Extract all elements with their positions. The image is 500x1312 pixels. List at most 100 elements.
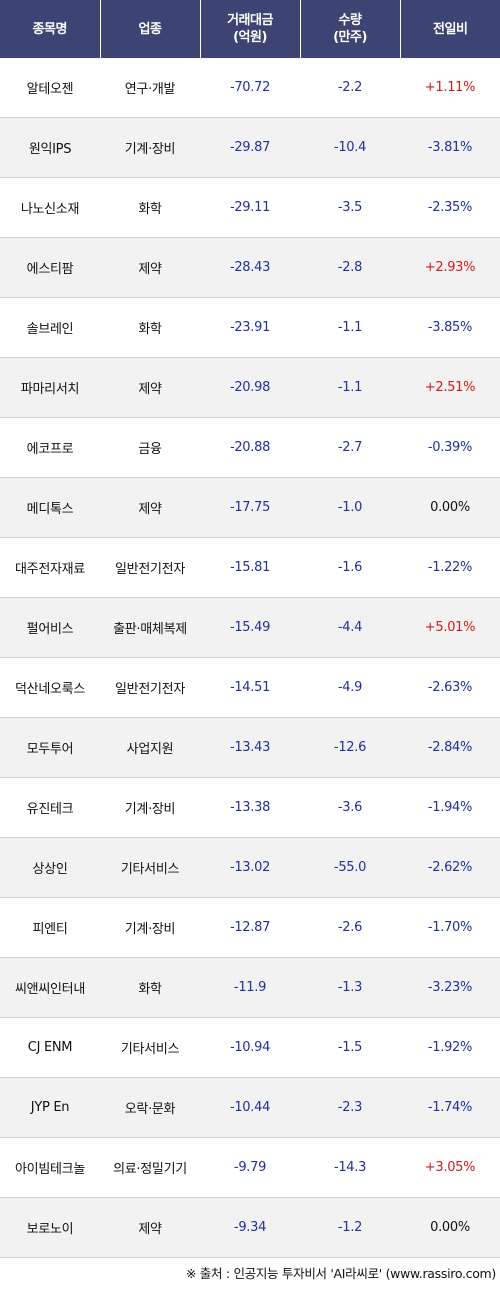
amount-cell: -13.38: [200, 777, 300, 838]
header-name: 종목명: [0, 0, 100, 58]
quantity-cell: -1.5: [300, 1017, 400, 1078]
sector-cell: 사업지원: [100, 717, 200, 778]
amount-cell: -10.44: [200, 1077, 300, 1138]
table-row: 피엔티 기계·장비 -12.87 -2.6 -1.70%: [0, 897, 500, 958]
amount-cell: -9.34: [200, 1197, 300, 1258]
change-rate-cell: -1.22%: [400, 537, 500, 598]
stock-name-cell: 원익IPS: [0, 117, 100, 178]
stock-name-cell: CJ ENM: [0, 1017, 100, 1078]
table-row: 나노신소재 화학 -29.11 -3.5 -2.35%: [0, 177, 500, 238]
amount-cell: -28.43: [200, 237, 300, 298]
stock-name-cell: 씨앤씨인터내: [0, 957, 100, 1018]
quantity-cell: -2.8: [300, 237, 400, 298]
table-row: 에코프로 금융 -20.88 -2.7 -0.39%: [0, 417, 500, 478]
sector-cell: 기계·장비: [100, 777, 200, 838]
quantity-cell: -1.3: [300, 957, 400, 1018]
table-row: 대주전자재료 일반전기전자 -15.81 -1.6 -1.22%: [0, 537, 500, 598]
table-row: 유진테크 기계·장비 -13.38 -3.6 -1.94%: [0, 777, 500, 838]
stock-name-cell: JYP En: [0, 1077, 100, 1138]
table-row: 상상인 기타서비스 -13.02 -55.0 -2.62%: [0, 837, 500, 898]
change-rate-cell: +1.11%: [400, 58, 500, 118]
sector-cell: 오락·문화: [100, 1077, 200, 1138]
quantity-cell: -2.7: [300, 417, 400, 478]
table-row: 씨앤씨인터내 화학 -11.9 -1.3 -3.23%: [0, 957, 500, 1018]
stock-name-cell: 대주전자재료: [0, 537, 100, 598]
stock-name-cell: 상상인: [0, 837, 100, 898]
quantity-cell: -3.6: [300, 777, 400, 838]
quantity-cell: -55.0: [300, 837, 400, 898]
amount-cell: -14.51: [200, 657, 300, 718]
stock-name-cell: 에코프로: [0, 417, 100, 478]
amount-cell: -17.75: [200, 477, 300, 538]
stock-name-cell: 보로노이: [0, 1197, 100, 1258]
sector-cell: 연구·개발: [100, 58, 200, 118]
amount-cell: -13.02: [200, 837, 300, 898]
quantity-cell: -1.1: [300, 297, 400, 358]
sector-cell: 기계·장비: [100, 117, 200, 178]
amount-cell: -10.94: [200, 1017, 300, 1078]
quantity-cell: -2.3: [300, 1077, 400, 1138]
quantity-cell: -2.6: [300, 897, 400, 958]
table-row: 펄어비스 출판·매체복제 -15.49 -4.4 +5.01%: [0, 597, 500, 658]
quantity-cell: -14.3: [300, 1137, 400, 1198]
change-rate-cell: 0.00%: [400, 1197, 500, 1258]
amount-cell: -20.88: [200, 417, 300, 478]
table-row: 메디톡스 제약 -17.75 -1.0 0.00%: [0, 477, 500, 538]
stock-name-cell: 나노신소재: [0, 177, 100, 238]
header-quantity: 수량 (만주): [299, 0, 400, 58]
table-row: 원익IPS 기계·장비 -29.87 -10.4 -3.81%: [0, 117, 500, 178]
stock-name-cell: 솔브레인: [0, 297, 100, 358]
table-row: 보로노이 제약 -9.34 -1.2 0.00%: [0, 1197, 500, 1258]
quantity-cell: -1.6: [300, 537, 400, 598]
amount-cell: -29.11: [200, 177, 300, 238]
quantity-cell: -10.4: [300, 117, 400, 178]
table-row: 파마리서치 제약 -20.98 -1.1 +2.51%: [0, 357, 500, 418]
source-footer: ※ 출처 : 인공지능 투자비서 'AI라씨로' (www.rassiro.co…: [185, 1266, 496, 1281]
quantity-cell: -12.6: [300, 717, 400, 778]
sector-cell: 기타서비스: [100, 837, 200, 898]
sector-cell: 의료·정밀기기: [100, 1137, 200, 1198]
sector-cell: 일반전기전자: [100, 657, 200, 718]
sector-cell: 출판·매체복제: [100, 597, 200, 658]
change-rate-cell: -2.84%: [400, 717, 500, 778]
change-rate-cell: +2.51%: [400, 357, 500, 418]
stock-name-cell: 메디톡스: [0, 477, 100, 538]
table-row: 아이빔테크놀 의료·정밀기기 -9.79 -14.3 +3.05%: [0, 1137, 500, 1198]
stock-table: 종목명 업종 거래대금 (억원) 수량 (만주) 전일비 알테오젠 연구·개발 -70.…: [0, 0, 500, 1258]
sector-cell: 화학: [100, 297, 200, 358]
header-sector: 업종: [99, 0, 200, 58]
amount-cell: -70.72: [200, 58, 300, 118]
table-row: 솔브레인 화학 -23.91 -1.1 -3.85%: [0, 297, 500, 358]
change-rate-cell: -2.35%: [400, 177, 500, 238]
header-amount: 거래대금 (억원): [199, 0, 300, 58]
stock-name-cell: 파마리서치: [0, 357, 100, 418]
table-row: 모두투어 사업지원 -13.43 -12.6 -2.84%: [0, 717, 500, 778]
amount-cell: -29.87: [200, 117, 300, 178]
stock-name-cell: 모두투어: [0, 717, 100, 778]
header-change-rate: 전일비: [399, 0, 500, 58]
change-rate-cell: -1.70%: [400, 897, 500, 958]
table-row: CJ ENM 기타서비스 -10.94 -1.5 -1.92%: [0, 1017, 500, 1078]
quantity-cell: -1.1: [300, 357, 400, 418]
stock-name-cell: 유진테크: [0, 777, 100, 838]
amount-cell: -9.79: [200, 1137, 300, 1198]
sector-cell: 제약: [100, 477, 200, 538]
change-rate-cell: -2.63%: [400, 657, 500, 718]
amount-cell: -23.91: [200, 297, 300, 358]
change-rate-cell: -3.85%: [400, 297, 500, 358]
table-row: 알테오젠 연구·개발 -70.72 -2.2 +1.11%: [0, 58, 500, 118]
sector-cell: 금융: [100, 417, 200, 478]
stock-name-cell: 피엔티: [0, 897, 100, 958]
change-rate-cell: -3.81%: [400, 117, 500, 178]
stock-name-cell: 덕산네오룩스: [0, 657, 100, 718]
quantity-cell: -3.5: [300, 177, 400, 238]
quantity-cell: -1.2: [300, 1197, 400, 1258]
quantity-cell: -4.4: [300, 597, 400, 658]
change-rate-cell: 0.00%: [400, 477, 500, 538]
stock-name-cell: 펄어비스: [0, 597, 100, 658]
amount-cell: -20.98: [200, 357, 300, 418]
table-row: 에스티팜 제약 -28.43 -2.8 +2.93%: [0, 237, 500, 298]
change-rate-cell: -3.23%: [400, 957, 500, 1018]
stock-name-cell: 에스티팜: [0, 237, 100, 298]
